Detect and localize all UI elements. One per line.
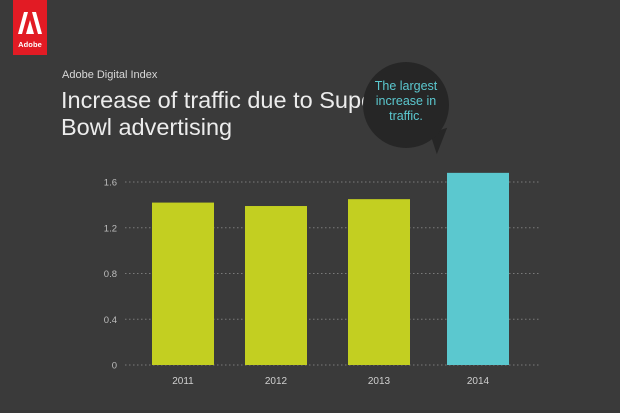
y-tick-label: 1.2 [104, 223, 117, 234]
x-tick-label: 2014 [467, 376, 490, 387]
bar-2012 [245, 206, 307, 365]
chart-title: Increase of traffic due to Super Bowl ad… [61, 87, 382, 140]
x-tick-label: 2013 [368, 376, 391, 387]
y-tick-label: 0 [112, 361, 117, 372]
adobe-logo: Adobe [13, 0, 47, 55]
callout-circle [363, 62, 449, 148]
eyebrow-label: Adobe Digital Index [62, 69, 158, 81]
callout-bubble: The largest increase in traffic. [363, 62, 463, 162]
logo-text: Adobe [18, 40, 42, 49]
bar-2014 [447, 172, 509, 365]
bar-2013 [348, 199, 410, 365]
y-tick-label: 0.8 [104, 269, 117, 280]
bar-2011 [152, 202, 214, 365]
callout-text: The largest increase in traffic. [374, 79, 438, 123]
x-tick-label: 2012 [265, 376, 288, 387]
y-tick-label: 0.4 [104, 315, 117, 326]
adobe-logo-icon [18, 12, 42, 34]
x-axis-ticks: 2011 2012 2013 2014 [172, 376, 489, 387]
chart-bars [152, 172, 509, 365]
y-axis-ticks: 0 0.4 0.8 1.2 1.6 [104, 178, 117, 372]
x-tick-label: 2011 [172, 376, 194, 387]
y-tick-label: 1.6 [104, 178, 117, 189]
